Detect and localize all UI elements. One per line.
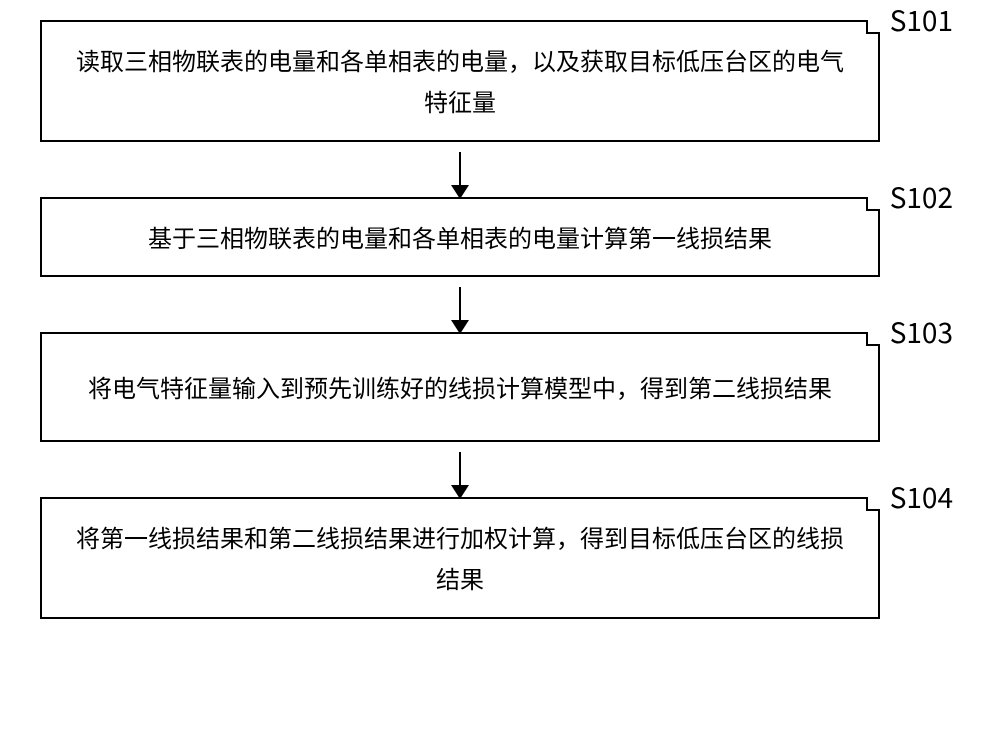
- arrow-3: [40, 442, 880, 497]
- step-row-2: 基于三相物联表的电量和各单相表的电量计算第一线损结果 S102: [40, 197, 960, 278]
- corner-notch: [866, 497, 880, 511]
- step-box-s102: 基于三相物联表的电量和各单相表的电量计算第一线损结果 S102: [40, 197, 880, 278]
- arrow-1: [40, 142, 880, 197]
- arrow-icon: [459, 287, 461, 322]
- step-box-s103: 将电气特征量输入到预先训练好的线损计算模型中，得到第二线损结果 S103: [40, 332, 880, 442]
- corner-notch: [866, 20, 880, 34]
- corner-notch: [866, 197, 880, 211]
- step-text-s101: 读取三相物联表的电量和各单相表的电量，以及获取目标低压台区的电气特征量: [72, 40, 848, 122]
- step-label-s104: S104: [890, 474, 953, 522]
- step-row-1: 读取三相物联表的电量和各单相表的电量，以及获取目标低压台区的电气特征量 S101: [40, 20, 960, 142]
- step-label-s101: S101: [890, 0, 953, 45]
- step-box-s104: 将第一线损结果和第二线损结果进行加权计算，得到目标低压台区的线损结果 S104: [40, 497, 880, 619]
- step-box-s101: 读取三相物联表的电量和各单相表的电量，以及获取目标低压台区的电气特征量 S101: [40, 20, 880, 142]
- step-label-s102: S102: [890, 174, 953, 222]
- step-row-3: 将电气特征量输入到预先训练好的线损计算模型中，得到第二线损结果 S103: [40, 332, 960, 442]
- step-text-s104: 将第一线损结果和第二线损结果进行加权计算，得到目标低压台区的线损结果: [72, 517, 848, 599]
- flowchart-container: 读取三相物联表的电量和各单相表的电量，以及获取目标低压台区的电气特征量 S101…: [40, 20, 960, 619]
- step-row-4: 将第一线损结果和第二线损结果进行加权计算，得到目标低压台区的线损结果 S104: [40, 497, 960, 619]
- arrow-2: [40, 277, 880, 332]
- step-text-s102: 基于三相物联表的电量和各单相表的电量计算第一线损结果: [148, 217, 772, 258]
- arrow-icon: [459, 452, 461, 487]
- step-label-s103: S103: [890, 309, 953, 357]
- step-text-s103: 将电气特征量输入到预先训练好的线损计算模型中，得到第二线损结果: [88, 367, 832, 408]
- arrow-icon: [459, 152, 461, 187]
- corner-notch: [866, 332, 880, 346]
